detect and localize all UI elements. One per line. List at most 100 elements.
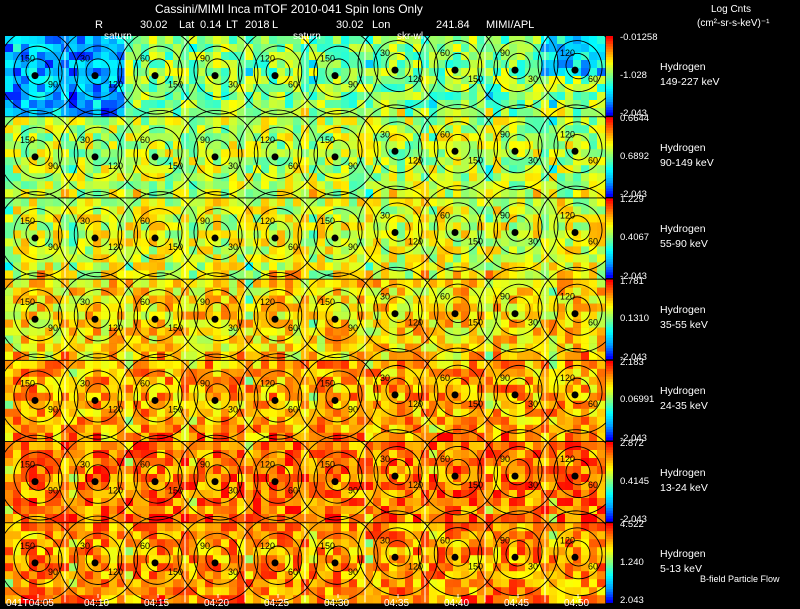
contour-label: 30 — [228, 567, 238, 577]
l-label: L — [272, 19, 279, 31]
contour-label: 120 — [560, 373, 575, 383]
saturn-marker — [451, 472, 459, 480]
time-tick-label: 04:30 — [324, 598, 350, 609]
contour-label: 120 — [260, 378, 275, 388]
contour-label: 60 — [440, 373, 450, 383]
contour-label: 30 — [380, 373, 390, 383]
contour-overlay — [477, 185, 559, 272]
contour-overlay — [297, 109, 379, 196]
saturn-marker — [331, 559, 339, 567]
saturn-marker — [211, 478, 219, 486]
contour-label: 60 — [440, 48, 450, 58]
contour-label: 60 — [440, 454, 450, 464]
contour-label: 150 — [320, 378, 335, 388]
saturn-marker — [271, 478, 279, 486]
saturn-marker — [511, 66, 519, 74]
contour-overlay — [297, 353, 379, 440]
saturn-marker — [391, 228, 399, 236]
contour-overlay — [297, 515, 379, 602]
contour-overlay — [357, 266, 439, 353]
contour-label: 150 — [320, 135, 335, 145]
saturn-marker — [151, 315, 159, 323]
saturn-marker — [211, 153, 219, 161]
contour-label: 30 — [528, 480, 538, 490]
saturn-marker — [451, 391, 459, 399]
org-label: MIMI/APL — [486, 19, 535, 31]
contour-label: 120 — [408, 561, 423, 571]
contour-label: 150 — [468, 318, 483, 328]
contour-label: 60 — [588, 155, 598, 165]
saturn-marker — [151, 72, 159, 80]
contour-label: 120 — [408, 74, 423, 84]
contour-label: 60 — [140, 54, 150, 64]
saturn-marker — [511, 553, 519, 561]
l-value: 30.02 — [336, 19, 364, 31]
contour-label: 60 — [288, 567, 298, 577]
species-label: Hydrogen — [660, 304, 706, 317]
contour-overlay — [477, 23, 559, 109]
colorbar-max: 2.183 — [620, 356, 644, 368]
lon-value: 241.84 — [436, 19, 470, 31]
saturn-marker — [571, 66, 579, 74]
time-tick-label: 04:45 — [504, 598, 530, 609]
contour-label: 150 — [168, 80, 183, 90]
contour-overlay — [0, 434, 79, 521]
contour-overlay — [177, 353, 259, 440]
energy-label: 90-149 keV — [660, 156, 714, 169]
contour-overlay — [357, 429, 439, 515]
contour-label: 30 — [228, 404, 238, 414]
saturn-marker — [331, 478, 339, 486]
contour-overlay — [237, 353, 319, 440]
contour-label: 150 — [168, 242, 183, 252]
energy-label: 24-35 keV — [660, 400, 708, 413]
units-title: Log Cnts — [711, 4, 752, 15]
saturn-marker — [571, 391, 579, 399]
r-value: 30.02 — [140, 19, 168, 31]
contour-label: 90 — [200, 541, 210, 551]
contour-label: 150 — [468, 480, 483, 490]
saturn-marker — [331, 153, 339, 161]
contour-label: 120 — [108, 242, 123, 252]
colorbar-max: -0.01258 — [620, 32, 658, 43]
contour-label: 30 — [528, 318, 538, 328]
contour-overlay — [237, 28, 319, 115]
saturn-marker — [271, 559, 279, 567]
saturn-marker — [31, 315, 39, 323]
saturn-marker — [31, 396, 39, 404]
units-label: (cm²-sr-s-keV)⁻¹ — [697, 18, 770, 29]
contour-label: 120 — [260, 216, 275, 226]
contour-label: 150 — [20, 378, 35, 388]
saturn-marker — [271, 315, 279, 323]
contour-label: 30 — [80, 541, 90, 551]
contour-label: 60 — [288, 486, 298, 496]
contour-label: 150 — [20, 216, 35, 226]
contour-overlay — [297, 28, 379, 115]
contour-label: 30 — [228, 242, 238, 252]
contour-overlay — [177, 28, 259, 115]
contour-overlay — [237, 272, 319, 359]
colorbar-min: -2.043 — [620, 189, 647, 201]
saturn-marker — [451, 310, 459, 318]
saturn-marker — [211, 72, 219, 80]
saturn-marker — [31, 234, 39, 242]
contour-label: 120 — [560, 129, 575, 139]
contour-label: 30 — [380, 210, 390, 220]
colorbar-min: -2.043 — [620, 514, 647, 526]
contour-label: 120 — [408, 480, 423, 490]
contour-label: 150 — [168, 161, 183, 171]
saturn-marker — [511, 310, 519, 318]
contour-label: 30 — [228, 161, 238, 171]
contour-overlay — [297, 434, 379, 521]
contour-label: 150 — [20, 135, 35, 145]
contour-label: 30 — [380, 48, 390, 58]
saturn-marker — [451, 553, 459, 561]
colorbar-max: 2.872 — [620, 438, 644, 449]
contour-label: 120 — [108, 80, 123, 90]
contour-overlay — [477, 510, 559, 597]
contour-label: 90 — [200, 378, 210, 388]
contour-label: 90 — [48, 404, 58, 414]
saturn-marker — [271, 72, 279, 80]
contour-label: 150 — [20, 541, 35, 551]
colorbar-max: 0.6644 — [620, 113, 650, 125]
